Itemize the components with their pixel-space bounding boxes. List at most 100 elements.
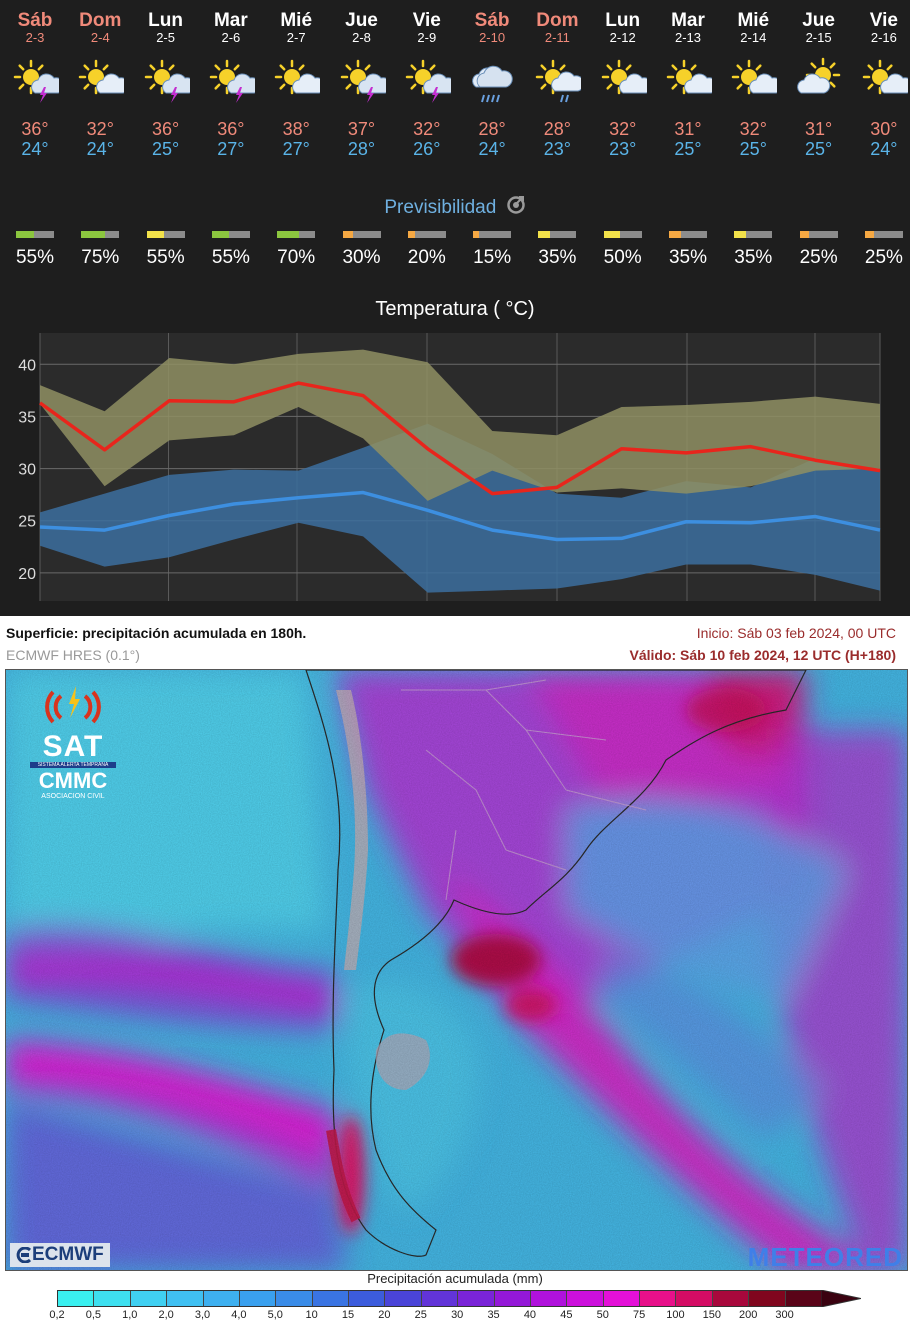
- day-name: Dom: [536, 10, 579, 31]
- day-column[interactable]: Jue 2-15 31° 25°: [786, 0, 852, 159]
- predictability-percent: 35%: [668, 247, 708, 268]
- forecast-panel: Sáb 2-3 36° 24° 55% Dom 2-4 32° 24° 75% Lun 2-5 36° 2…: [0, 0, 910, 616]
- temp-max: 32°: [739, 119, 767, 139]
- min-temp-line: [39, 490, 881, 542]
- temp-max: 38°: [282, 119, 310, 139]
- day-column[interactable]: Vie 2-9 32° 26°: [394, 0, 460, 159]
- temp-max: 28°: [478, 119, 506, 139]
- y-tick-label: 35: [18, 409, 36, 426]
- predictability-percent: 50%: [603, 247, 642, 268]
- colorbar-swatch: [349, 1291, 386, 1306]
- y-tick-label: 30: [18, 462, 36, 479]
- colorbar-label: 200: [739, 1309, 758, 1321]
- colorbar-label: 35: [487, 1309, 500, 1321]
- colorbar-label: 30: [451, 1309, 464, 1321]
- predictability-bar: [734, 231, 773, 238]
- max-temp-band: [40, 349, 880, 501]
- predictability-bar: [211, 231, 250, 238]
- colorbar-label: 300: [775, 1309, 794, 1321]
- day-name: Vie: [869, 10, 898, 31]
- predictability-percent: 25%: [864, 247, 903, 268]
- colorbar-label: 3,0: [194, 1309, 211, 1321]
- ecmwf-mark-icon: [16, 1247, 32, 1263]
- predictability-fill: [81, 231, 105, 238]
- day-date: 2-9: [417, 30, 437, 45]
- day-column[interactable]: Mar 2-6 36° 27°: [198, 0, 264, 159]
- target-icon[interactable]: [506, 195, 526, 221]
- day-column[interactable]: Lun 2-12 32° 23°: [590, 0, 656, 159]
- day-date: 2-5: [156, 30, 175, 45]
- day-date: 2-13: [674, 30, 702, 45]
- day-date: 2-15: [805, 30, 832, 45]
- predictability-bar: [407, 231, 446, 238]
- predictability-fill: [211, 231, 230, 238]
- day-column[interactable]: Vie 2-16 30° 24°: [851, 0, 910, 159]
- predictability-fill: [16, 231, 34, 238]
- colorbar-label: 15: [341, 1309, 355, 1321]
- day-column[interactable]: Lun 2-5 36° 25°: [133, 0, 199, 159]
- map-valido: Válido: Sáb 10 feb 2024, 12 UTC (H+180): [629, 647, 897, 663]
- rain-cloud-icon: [468, 57, 516, 105]
- day-column[interactable]: Jue 2-8 37° 28°: [329, 0, 395, 159]
- day-name: Sáb: [474, 10, 510, 31]
- predictability-fill: [734, 231, 747, 238]
- day-column[interactable]: Sáb 2-3 36° 24°: [2, 0, 68, 159]
- chart-title: Temperatura ( °C): [375, 298, 535, 320]
- map-graphic: [6, 670, 907, 1270]
- temp-max: 31°: [674, 119, 702, 139]
- y-tick-label: 20: [18, 566, 36, 583]
- precipitation-map[interactable]: SAT SISTEMA ALERTA TEMPRANA CMMC ASOCIAC…: [5, 669, 908, 1271]
- temp-min: 23°: [609, 139, 637, 159]
- colorbar-swatch: [385, 1291, 422, 1306]
- colorbar-swatch: [712, 1291, 750, 1306]
- y-tick-label: 25: [18, 514, 36, 531]
- day-column[interactable]: Mié 2-14 32° 25°: [720, 0, 786, 159]
- day-date: 2-8: [352, 30, 371, 45]
- predictability-bar: [799, 231, 838, 238]
- day-column[interactable]: Dom 2-11 28° 23°: [524, 0, 590, 159]
- day-column[interactable]: Dom 2-4 32° 24°: [67, 0, 133, 159]
- colorbar-label: 0,5: [85, 1309, 102, 1321]
- day-date: 2-12: [609, 30, 636, 45]
- logo-sat-text: SAT: [42, 730, 104, 763]
- predictability-fill: [342, 231, 353, 238]
- day-name: Mié: [737, 10, 770, 31]
- day-column[interactable]: Mar 2-13 31° 25°: [655, 0, 721, 159]
- predictability-fill: [473, 231, 480, 238]
- previsibilidad-label: Previsibilidad: [384, 197, 497, 218]
- temp-min: 24°: [86, 139, 114, 159]
- sun-storm-icon: [11, 57, 65, 105]
- precip-colorbar: [57, 1290, 823, 1307]
- sun-cloud-icon: [272, 57, 326, 105]
- day-column[interactable]: Mié 2-7 38° 27°: [263, 0, 329, 159]
- colorbar-label: 0,2: [49, 1309, 65, 1321]
- predictability-bar: [603, 231, 642, 238]
- day-name: Lun: [605, 10, 641, 31]
- predictability-bar: [538, 231, 577, 238]
- predictability-bar: [864, 231, 903, 238]
- temp-min: 23°: [543, 139, 571, 159]
- legend-title: Precipitación acumulada (mm): [367, 1271, 543, 1286]
- temp-max: 37°: [347, 119, 376, 139]
- colorbar-label: 1,0: [122, 1309, 138, 1321]
- sun-storm-icon: [142, 57, 195, 105]
- day-column[interactable]: Sáb 2-10 28° 24°: [459, 0, 525, 159]
- day-date: 2-11: [544, 30, 570, 45]
- colorbar-swatch: [603, 1291, 640, 1306]
- predictability-percent: 75%: [81, 247, 120, 268]
- meteored-logo: METEORED: [747, 1242, 903, 1271]
- colorbar-label: 25: [414, 1309, 427, 1321]
- predictability-percent: 70%: [277, 247, 316, 268]
- temp-min: 25°: [151, 139, 180, 159]
- sun-cloud-icon: [664, 57, 718, 105]
- day-name: Mar: [671, 10, 705, 31]
- predictability-percent: 35%: [538, 247, 577, 268]
- predictability-percent: 55%: [146, 247, 185, 268]
- colorbar-swatch: [94, 1291, 131, 1306]
- predictability-fill: [538, 231, 551, 238]
- colorbar-swatch: [167, 1291, 204, 1306]
- min-temp-band: [40, 423, 880, 593]
- predictability-percent: 25%: [799, 247, 838, 268]
- temp-min: 25°: [804, 139, 833, 159]
- colorbar-label: 10: [305, 1309, 318, 1321]
